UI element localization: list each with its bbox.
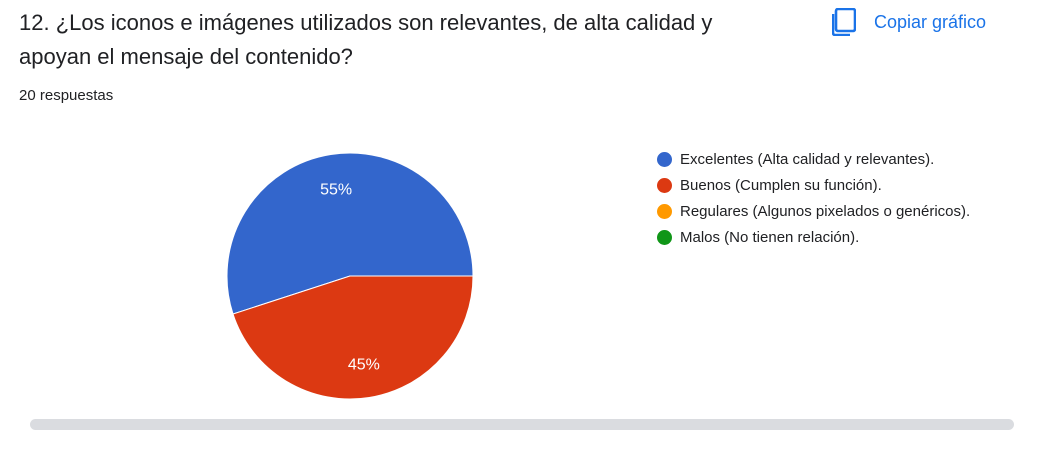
question-title: 12. ¿Los iconos e imágenes utilizados so… <box>19 10 713 69</box>
legend-color-dot <box>657 230 672 245</box>
response-count: 20 respuestas <box>19 87 114 104</box>
copy-chart-label: Copiar gráfico <box>874 11 987 32</box>
pie-chart: 55% 45% <box>215 140 485 410</box>
legend-label: Regulares (Algunos pixelados o genéricos… <box>680 203 971 220</box>
pie-slice-1 <box>232 275 474 400</box>
chart-legend: Excelentes (Alta calidad y relevantes). B… <box>656 150 976 254</box>
legend-item: Regulares (Algunos pixelados o genéricos… <box>656 202 976 222</box>
legend-color-dot <box>657 152 672 167</box>
legend-label: Excelentes (Alta calidad y relevantes). <box>680 151 935 168</box>
horizontal-scrollbar[interactable] <box>30 419 1014 430</box>
legend-color-dot <box>657 204 672 219</box>
legend-item: Buenos (Cumplen su función). <box>656 176 976 196</box>
legend-label: Buenos (Cumplen su función). <box>680 177 882 194</box>
legend-item: Excelentes (Alta calidad y relevantes). <box>656 150 976 170</box>
copy-chart-button[interactable]: Copiar gráfico <box>826 4 992 40</box>
legend-color-dot <box>657 178 672 193</box>
legend-item: Malos (No tienen relación). <box>656 228 976 248</box>
copy-icon <box>832 8 856 36</box>
pie-slice-0 <box>226 152 474 315</box>
pie-slice-label-0: 55% <box>320 182 352 199</box>
pie-slice-label-1: 45% <box>348 356 380 373</box>
legend-label: Malos (No tienen relación). <box>680 229 860 246</box>
